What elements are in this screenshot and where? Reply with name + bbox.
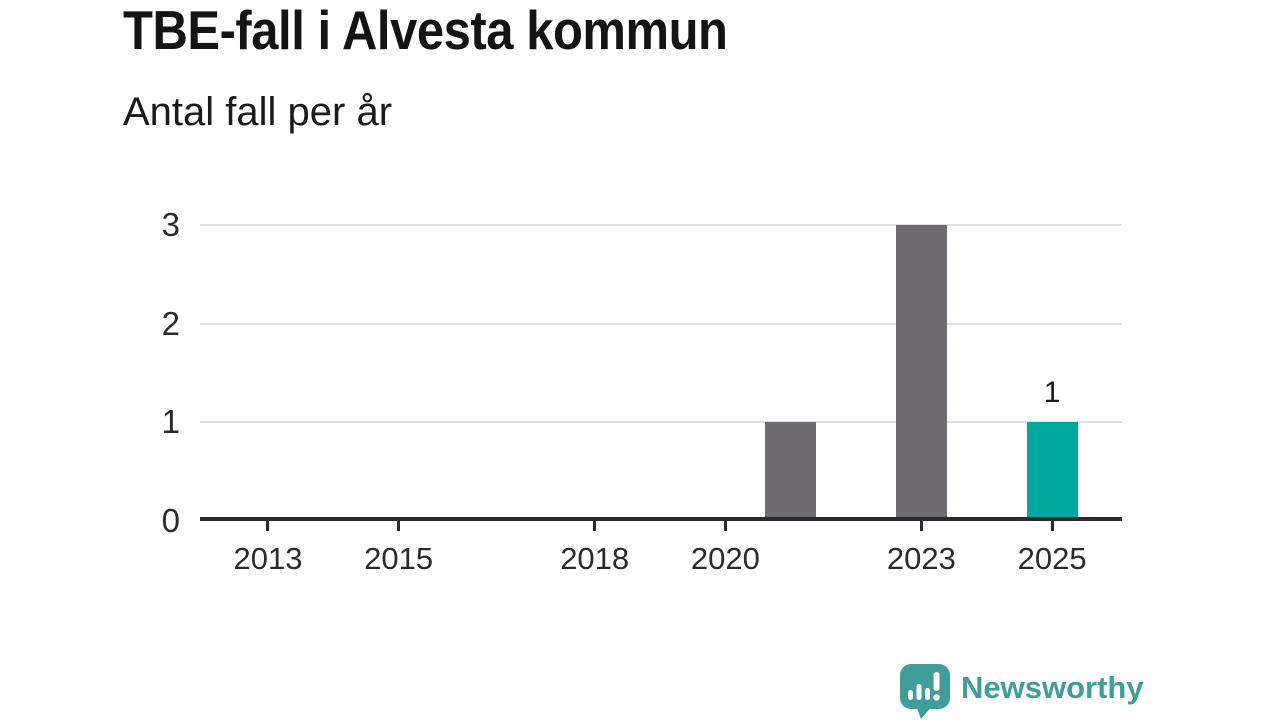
y-axis-label: 1 [161,403,180,441]
y-axis-label: 3 [161,206,180,243]
x-axis-tick-label: 2018 [560,541,630,576]
bar-value-label: 1 [1043,376,1061,410]
x-axis-tick-label: 2013 [233,541,303,576]
bar-2021 [765,422,817,521]
chart-subtitle: Antal fall per år [123,90,393,134]
newsworthy-wordmark: Newsworthy [961,670,1144,705]
gridline-y-3 [200,224,1122,226]
bar-2025 [1026,422,1078,521]
x-axis-tick [1050,521,1054,531]
x-axis-tick [919,521,923,531]
logo-bar-medium [925,688,930,700]
x-axis-line [200,517,1122,521]
x-axis-tick-label: 2025 [1017,541,1087,576]
y-axis-label: 0 [161,502,180,539]
x-axis-tick [723,521,727,531]
gridline-y-1 [200,421,1122,424]
logo-exclamation-bar [933,672,940,691]
x-axis-tick [593,521,597,531]
x-axis-tick-label: 2023 [886,541,956,576]
gridline-y-2 [200,322,1122,325]
x-axis-tick-label: 2015 [364,541,434,576]
logo-bubble-tail [916,706,932,719]
logo-bar-tall [916,684,922,700]
y-axis-label: 2 [161,304,180,342]
chart-title: TBE-fall i Alvesta kommun [123,0,728,61]
x-axis-tick [397,521,401,531]
x-axis-tick-label: 2020 [690,541,760,576]
logo-bubble [900,664,950,709]
x-axis-tick [266,521,270,531]
bar-2023 [895,225,947,521]
logo-bar-small [908,690,913,700]
logo-exclamation-dot [933,694,940,701]
newsworthy-logo: Newsworthy [898,663,1144,719]
newsworthy-logo-icon [900,664,950,719]
